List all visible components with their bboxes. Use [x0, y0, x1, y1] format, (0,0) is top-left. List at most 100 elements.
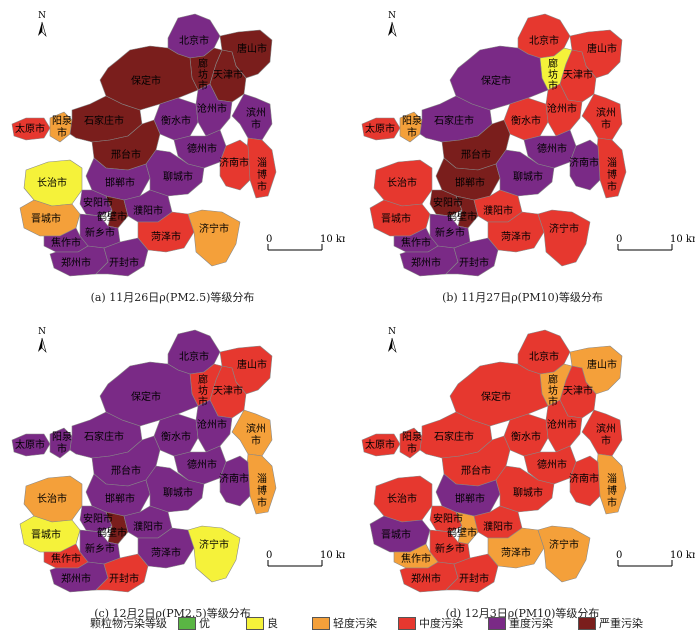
svg-text:N: N: [388, 327, 396, 337]
svg-text:N: N: [388, 11, 396, 21]
region-taiyuan: [361, 433, 401, 457]
label-beijing: 北京市: [179, 350, 209, 363]
label-handan: 邯郸市: [455, 176, 485, 189]
label-heze: 菏泽市: [501, 230, 531, 243]
label-jiaozuo: 焦作市: [51, 236, 81, 249]
svg-text:0: 0: [266, 550, 272, 561]
legend-swatch: [578, 617, 596, 630]
label-yangquan-1: 阳泉: [52, 430, 72, 443]
legend-swatch: [178, 617, 196, 630]
scale-bar: 0 10 km: [616, 550, 695, 567]
label-zibo-2: 博: [607, 168, 617, 181]
region-jining: [187, 209, 241, 267]
region-taiyuan: [11, 433, 51, 457]
label-cangzhou: 沧州市: [197, 418, 227, 431]
region-kaifeng: [95, 553, 149, 593]
map-svg: N: [11, 11, 345, 277]
panel-caption: (a) 11月26日ρ(PM2.5)等级分布: [90, 291, 255, 304]
label-handan: 邯郸市: [105, 176, 135, 189]
label-jiaozuo: 焦作市: [401, 236, 431, 249]
region-cangzhou: [545, 83, 583, 137]
label-binzhou-1: 滨州: [246, 106, 266, 119]
svg-text:10 km: 10 km: [320, 550, 345, 561]
region-taiyuan: [361, 117, 401, 141]
label-hebi: 鹤壁市: [97, 526, 127, 539]
label-liaocheng: 聊城市: [163, 170, 193, 183]
region-jinan: [219, 455, 251, 507]
label-kaifeng: 开封市: [109, 256, 139, 269]
label-jiaozuo: 焦作市: [401, 552, 431, 565]
label-tianjin: 天津市: [563, 68, 593, 81]
label-kaifeng: 开封市: [459, 572, 489, 585]
label-jining: 济宁市: [199, 538, 229, 551]
label-heze: 菏泽市: [151, 230, 181, 243]
label-zhengzhou: 郑州市: [411, 256, 441, 269]
label-tangshan: 唐山市: [237, 358, 267, 371]
label-taiyuan: 太原市: [15, 438, 45, 451]
label-liaocheng: 聊城市: [513, 486, 543, 499]
region-baoding: [99, 361, 199, 427]
label-binzhou-2: 市: [601, 434, 611, 447]
north-arrow-icon: N: [38, 327, 47, 354]
label-binzhou-2: 市: [601, 118, 611, 131]
label-beijing: 北京市: [179, 34, 209, 47]
label-heze: 菏泽市: [501, 546, 531, 559]
label-yangquan-2: 市: [57, 442, 67, 455]
map-svg: N: [361, 327, 695, 593]
label-zhengzhou: 郑州市: [411, 572, 441, 585]
legend-title: 颗粒物污染等级: [90, 617, 167, 630]
label-zibo-3: 市: [607, 180, 617, 193]
label-binzhou-1: 滨州: [596, 106, 616, 119]
label-shijiazhuang: 石家庄市: [84, 114, 124, 127]
label-langfang-2: 坊: [198, 68, 208, 81]
legend-label: 重度污染: [509, 617, 553, 630]
region-cangzhou: [195, 83, 233, 137]
region-baoding: [449, 361, 549, 427]
region-jincheng: [369, 199, 431, 237]
label-hebi: 鹤壁市: [447, 210, 477, 223]
label-kaifeng: 开封市: [459, 256, 489, 269]
label-zibo-3: 市: [257, 180, 267, 193]
region-liaocheng: [495, 465, 555, 513]
region-liaocheng: [145, 465, 205, 513]
region-baoding: [449, 45, 549, 111]
region-tianjin: [559, 49, 597, 103]
label-zibo-3: 市: [257, 496, 267, 509]
label-kaifeng: 开封市: [109, 572, 139, 585]
region-changzhi: [23, 159, 83, 207]
label-jining: 济宁市: [549, 538, 579, 551]
label-anyang: 安阳市: [83, 196, 113, 209]
label-dezhou: 德州市: [187, 142, 217, 155]
svg-text:0: 0: [266, 234, 272, 245]
label-tianjin: 天津市: [563, 384, 593, 397]
label-puyang: 濮阳市: [483, 520, 513, 533]
map-panel-3: N: [0, 316, 345, 628]
label-xingtai: 邢台市: [111, 148, 141, 161]
label-cangzhou: 沧州市: [547, 418, 577, 431]
label-tianjin: 天津市: [213, 68, 243, 81]
label-langfang-2: 坊: [548, 68, 558, 81]
label-handan: 邯郸市: [455, 492, 485, 505]
region-kaifeng: [445, 237, 499, 277]
label-binzhou-2: 市: [251, 434, 261, 447]
region-jincheng: [369, 515, 431, 553]
legend-swatch: [312, 617, 330, 630]
label-handan: 邯郸市: [105, 492, 135, 505]
region-changzhi: [373, 159, 433, 207]
label-anyang: 安阳市: [433, 512, 463, 525]
region-jinan: [569, 455, 601, 507]
label-heze: 菏泽市: [151, 546, 181, 559]
label-zibo-2: 博: [257, 168, 267, 181]
label-liaocheng: 聊城市: [163, 486, 193, 499]
label-changzhi: 长治市: [387, 492, 417, 505]
label-yangquan-1: 阳泉: [402, 430, 422, 443]
label-jinan: 济南市: [569, 472, 599, 485]
map-svg: N: [11, 327, 345, 593]
label-yangquan-2: 市: [407, 126, 417, 139]
label-zibo-1: 淄: [607, 157, 617, 169]
region-jining: [537, 209, 591, 267]
region-liaocheng: [145, 149, 205, 197]
map-panel-1: N: [0, 0, 345, 312]
label-taiyuan: 太原市: [365, 438, 395, 451]
label-changzhi: 长治市: [387, 176, 417, 189]
